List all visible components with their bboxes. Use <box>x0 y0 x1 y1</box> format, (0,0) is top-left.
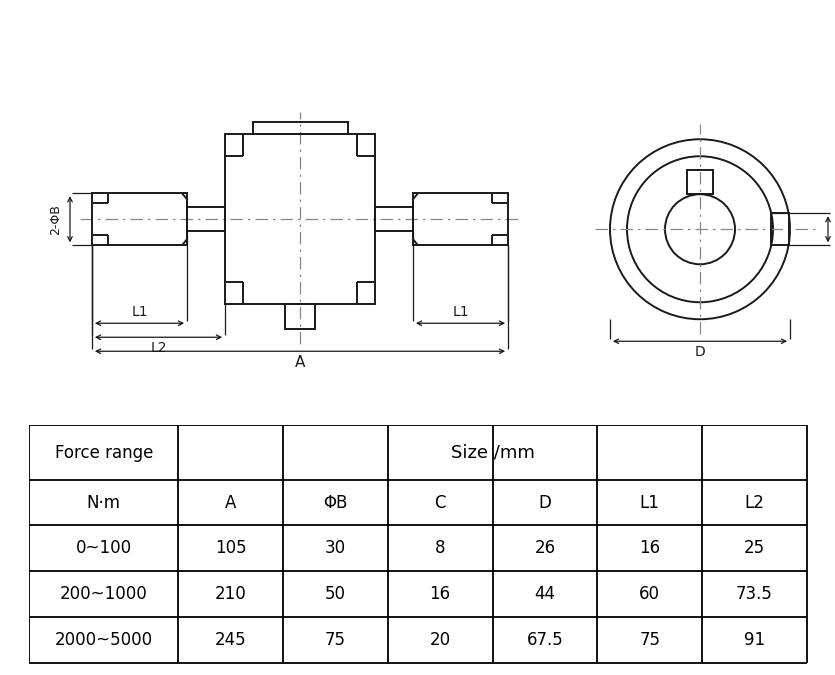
Text: D: D <box>539 493 551 512</box>
Text: 8: 8 <box>435 539 445 557</box>
Text: 16: 16 <box>639 539 660 557</box>
Text: 2-ΦB: 2-ΦB <box>49 204 63 235</box>
Text: A: A <box>295 355 305 370</box>
Text: L2: L2 <box>745 493 764 512</box>
Text: 2000~5000: 2000~5000 <box>54 631 153 649</box>
Text: 60: 60 <box>640 585 660 603</box>
Bar <box>771 213 789 245</box>
Text: L2: L2 <box>150 342 167 355</box>
Bar <box>687 170 713 194</box>
Text: 50: 50 <box>325 585 346 603</box>
Text: 245: 245 <box>215 631 246 649</box>
Text: 26: 26 <box>534 539 555 557</box>
Text: 75: 75 <box>640 631 660 649</box>
Bar <box>252 122 347 134</box>
Text: L1: L1 <box>131 305 148 319</box>
Text: 44: 44 <box>534 585 555 603</box>
Text: C: C <box>434 493 446 512</box>
Text: 25: 25 <box>744 539 765 557</box>
Text: 75: 75 <box>325 631 346 649</box>
Text: 67.5: 67.5 <box>527 631 564 649</box>
Text: L1: L1 <box>453 305 468 319</box>
Text: 73.5: 73.5 <box>736 585 773 603</box>
Text: 200~1000: 200~1000 <box>60 585 148 603</box>
Text: ΦB: ΦB <box>323 493 347 512</box>
Text: D: D <box>695 345 706 359</box>
Text: A: A <box>225 493 236 512</box>
Text: Size /mm: Size /mm <box>451 443 534 462</box>
Bar <box>225 134 375 304</box>
Text: 20: 20 <box>429 631 451 649</box>
Text: 105: 105 <box>215 539 246 557</box>
Text: 30: 30 <box>325 539 346 557</box>
Bar <box>375 207 413 232</box>
Bar <box>285 304 315 329</box>
Bar <box>92 193 187 245</box>
Text: 91: 91 <box>744 631 765 649</box>
Text: N·m: N·m <box>87 493 121 512</box>
Text: Force range: Force range <box>54 443 153 462</box>
Text: 16: 16 <box>429 585 451 603</box>
Text: 210: 210 <box>215 585 246 603</box>
Bar <box>413 193 508 245</box>
Text: L1: L1 <box>640 493 660 512</box>
Bar <box>187 207 225 232</box>
Text: 0~100: 0~100 <box>76 539 132 557</box>
